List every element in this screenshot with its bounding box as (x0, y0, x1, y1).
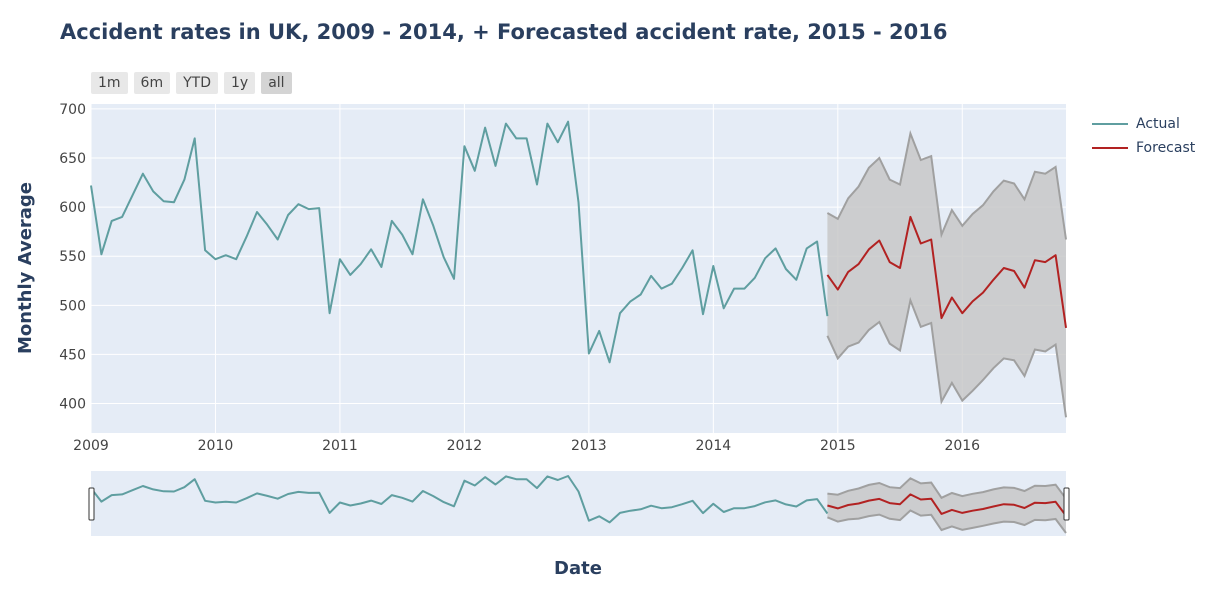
confidence-band (827, 133, 1066, 418)
range-slider[interactable] (88, 471, 1070, 536)
slider-confidence-band (827, 478, 1066, 533)
range-button-ytd[interactable]: YTD (176, 72, 218, 94)
x-tick-label: 2016 (944, 438, 980, 454)
y-tick-label: 500 (59, 298, 86, 314)
y-tick-label: 600 (59, 200, 86, 216)
actual-line (90, 120, 829, 364)
y-tick-label: 450 (59, 347, 86, 363)
range-selector: 1m 6m YTD 1y all (91, 72, 292, 94)
slider-handle-right[interactable] (1063, 487, 1070, 521)
x-tick-label: 2012 (447, 438, 483, 454)
x-tick-label: 2014 (696, 438, 732, 454)
x-axis: 2009 2010 2011 2012 2013 2014 2015 2016 (73, 438, 980, 454)
forecast-line (826, 215, 1067, 329)
lower-bound-line (826, 296, 1067, 418)
chart-title: Accident rates in UK, 2009 - 2014, + For… (60, 20, 948, 44)
range-button-6m[interactable]: 6m (133, 72, 171, 94)
upper-bound-line (826, 129, 1067, 240)
x-tick-label: 2010 (198, 438, 234, 454)
legend-swatch (1092, 147, 1128, 149)
x-axis-title: Date (554, 558, 602, 579)
range-button-all[interactable]: all (261, 72, 292, 94)
y-axis: 400 450 500 550 600 650 700 (59, 102, 86, 413)
x-tick-label: 2015 (820, 438, 856, 454)
y-tick-label: 650 (59, 151, 86, 167)
legend-item-forecast[interactable]: Forecast (1092, 136, 1195, 160)
y-axis-title: Monthly Average (15, 182, 36, 354)
range-button-1m[interactable]: 1m (91, 72, 128, 94)
x-tick-label: 2009 (73, 438, 109, 454)
slider-handle-left[interactable] (88, 487, 95, 521)
legend-label: Actual (1136, 116, 1180, 132)
y-tick-label: 400 (59, 397, 86, 413)
slider-upper-bound-line (827, 477, 1067, 500)
main-plot[interactable] (90, 104, 1067, 433)
legend: Actual Forecast (1092, 112, 1195, 160)
y-tick-label: 700 (59, 102, 86, 118)
legend-swatch (1092, 123, 1128, 125)
legend-label: Forecast (1136, 140, 1196, 156)
slider-actual-line (90, 475, 829, 524)
y-tick-label: 550 (59, 249, 86, 265)
slider-forecast-line (827, 493, 1067, 517)
legend-item-actual[interactable]: Actual (1092, 112, 1195, 136)
range-button-1y[interactable]: 1y (223, 72, 256, 94)
x-tick-label: 2011 (322, 438, 358, 454)
slider-lower-bound-line (827, 509, 1067, 534)
x-tick-label: 2013 (571, 438, 607, 454)
